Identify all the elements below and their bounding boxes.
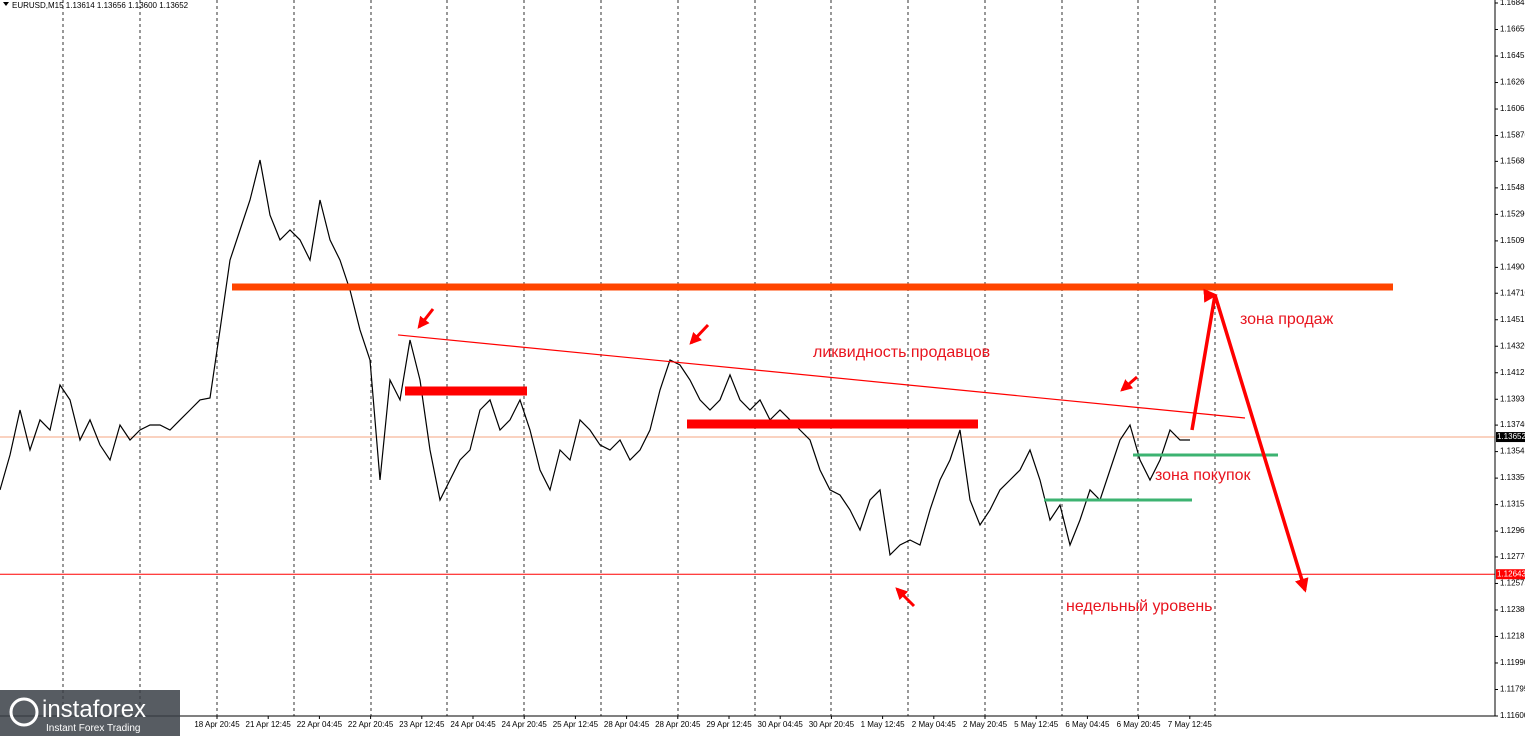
y-tick-label: 1.15290 <box>1500 209 1525 218</box>
price-label-box <box>1496 432 1525 443</box>
y-tick-label: 1.15680 <box>1500 156 1525 165</box>
price-label: 1.13652 <box>1497 432 1525 441</box>
chart-title: EURUSD,M15 1.13614 1.13656 1.13600 1.136… <box>12 1 189 10</box>
watermark-title: instaforex <box>42 696 146 723</box>
x-tick-label: 28 Apr 20:45 <box>655 720 701 729</box>
x-tick-label: 6 May 20:45 <box>1117 720 1162 729</box>
y-tick-label: 1.16650 <box>1500 25 1525 34</box>
x-tick-label: 30 Apr 20:45 <box>809 720 855 729</box>
y-tick-label: 1.16065 <box>1500 104 1525 113</box>
y-tick-label: 1.15485 <box>1500 183 1525 192</box>
x-tick-label: 2 May 20:45 <box>963 720 1008 729</box>
x-tick-label: 6 May 04:45 <box>1065 720 1110 729</box>
annotation: недельный уровень <box>1066 598 1212 615</box>
x-tick-label: 24 Apr 04:45 <box>450 720 496 729</box>
y-tick-label: 1.11990 <box>1500 658 1525 667</box>
x-tick-label: 29 Apr 12:45 <box>706 720 752 729</box>
trendline <box>397 334 1246 419</box>
y-tick-label: 1.13155 <box>1500 500 1525 509</box>
x-tick-label: 2 May 04:45 <box>912 720 957 729</box>
y-tick-label: 1.16260 <box>1500 78 1525 87</box>
annotation: зона покупок <box>1155 467 1252 484</box>
y-tick-label: 1.16845 <box>1500 0 1525 7</box>
y-tick-label: 1.13930 <box>1500 394 1525 403</box>
y-tick-label: 1.13350 <box>1500 473 1525 482</box>
price-label: 1.12643 <box>1497 569 1525 578</box>
arrow <box>1120 375 1138 392</box>
y-tick-label: 1.14320 <box>1500 341 1525 350</box>
x-tick-label: 18 Apr 20:45 <box>194 720 240 729</box>
watermark-logo <box>9 697 39 727</box>
y-tick-label: 1.13740 <box>1500 420 1525 429</box>
y-tick-label: 1.14900 <box>1500 263 1525 272</box>
y-tick-label: 1.15870 <box>1500 131 1525 140</box>
pointer-arrows <box>417 308 1138 608</box>
x-tick-label: 23 Apr 12:45 <box>399 720 445 729</box>
x-tick-label: 7 May 12:45 <box>1168 720 1213 729</box>
y-tick-label: 1.12185 <box>1500 632 1525 641</box>
x-tick-label: 22 Apr 04:45 <box>297 720 343 729</box>
price-line-series <box>0 159 1190 557</box>
x-tick-label: 5 May 12:45 <box>1014 720 1059 729</box>
title-icon <box>3 2 9 6</box>
x-tick-label: 30 Apr 04:45 <box>758 720 804 729</box>
y-tick-label: 1.12380 <box>1500 605 1525 614</box>
y-tick-label: 1.15095 <box>1500 236 1525 245</box>
y-tick-label: 1.13545 <box>1500 447 1525 456</box>
x-tick-label: 24 Apr 20:45 <box>502 720 548 729</box>
annotation: зона продаж <box>1240 311 1334 328</box>
forecast-path <box>1190 288 1309 593</box>
price-label-box <box>1496 569 1525 580</box>
y-tick-label: 1.12960 <box>1500 526 1525 535</box>
y-tick-label: 1.14515 <box>1500 315 1525 324</box>
plot <box>0 159 1495 593</box>
x-tick-label: 22 Apr 20:45 <box>348 720 394 729</box>
y-tick-label: 1.11600 <box>1500 711 1525 720</box>
x-tick-label: 21 Apr 12:45 <box>246 720 292 729</box>
arrow <box>689 323 710 345</box>
arrow <box>417 308 435 329</box>
arrow <box>895 587 916 608</box>
y-tick-label: 1.14125 <box>1500 368 1525 377</box>
x-tick-label: 1 May 12:45 <box>861 720 906 729</box>
y-tick-label: 1.16455 <box>1500 51 1525 60</box>
annotation: ликвидность продавцов <box>813 344 990 361</box>
watermark-box <box>0 690 180 736</box>
y-tick-label: 1.12575 <box>1500 579 1525 588</box>
y-tick-label: 1.11795 <box>1500 685 1525 694</box>
y-tick-label: 1.14710 <box>1500 288 1525 297</box>
watermark-subtitle: Instant Forex Trading <box>46 723 141 734</box>
y-tick-label: 1.12770 <box>1500 552 1525 561</box>
x-tick-label: 28 Apr 04:45 <box>604 720 650 729</box>
x-tick-label: 25 Apr 12:45 <box>553 720 599 729</box>
